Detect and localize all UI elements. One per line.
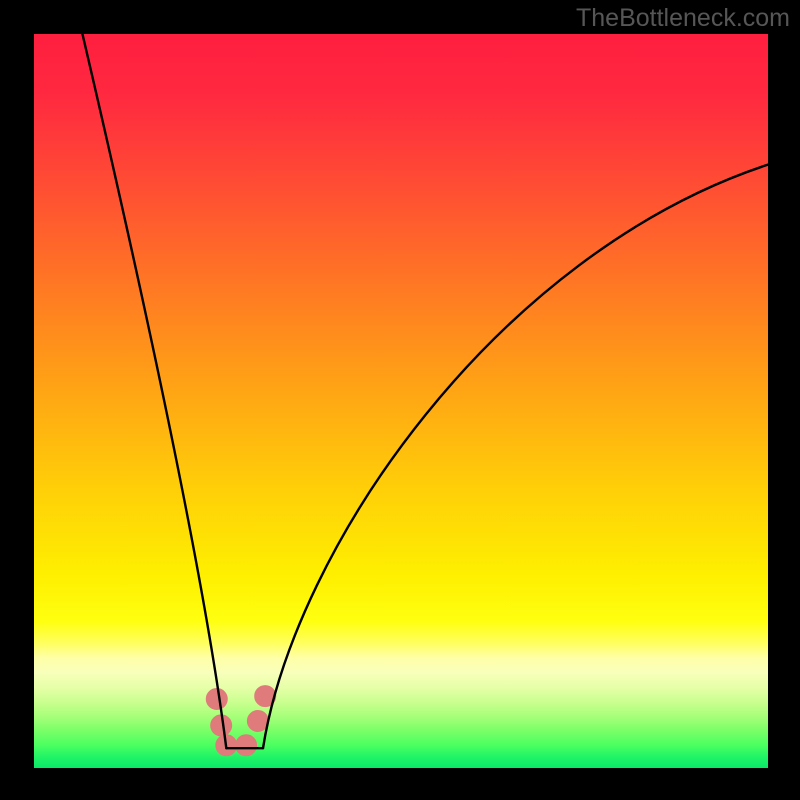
gradient-background [34,34,768,768]
watermark-text: TheBottleneck.com [576,4,790,33]
marker-dot [206,689,227,710]
marker-dot [236,735,257,756]
outer-frame [0,0,800,800]
gradient-plot [34,34,768,768]
marker-dot [247,711,268,732]
